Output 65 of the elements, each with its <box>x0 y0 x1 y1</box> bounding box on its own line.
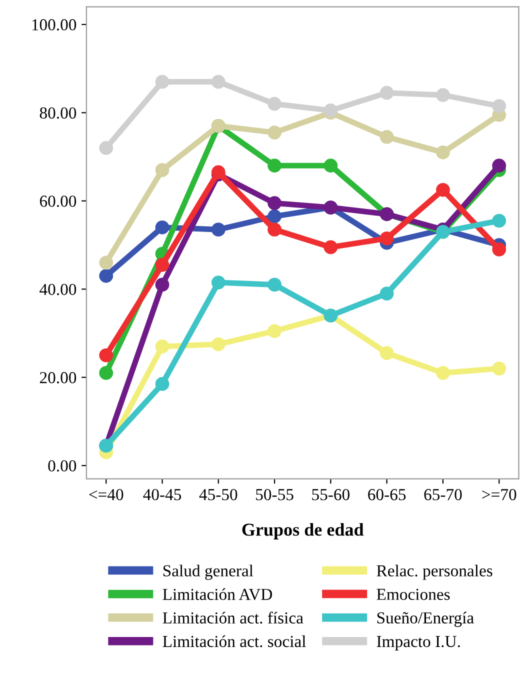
point <box>268 222 282 237</box>
point <box>99 268 114 283</box>
point <box>268 158 282 173</box>
y-tick-label: 20.00 <box>40 372 76 384</box>
point <box>492 158 506 173</box>
legend-label: Limitación act. física <box>162 612 304 624</box>
point <box>436 145 450 160</box>
point <box>436 182 450 197</box>
point <box>436 88 450 102</box>
point <box>436 366 450 380</box>
point <box>155 278 170 292</box>
y-tick-label: 0.00 <box>48 460 76 472</box>
point <box>211 276 226 290</box>
legend-label: Impacto I.U. <box>376 636 460 651</box>
point <box>211 165 226 180</box>
point <box>324 104 338 118</box>
point <box>380 86 394 100</box>
y-tick-label: 60.00 <box>40 196 76 207</box>
point <box>380 346 394 360</box>
x-tick-label: 55-60 <box>312 489 350 500</box>
point <box>211 222 226 237</box>
point <box>268 96 282 111</box>
y-tick-label: 100.00 <box>32 19 76 31</box>
point <box>155 377 170 391</box>
point <box>492 242 506 256</box>
point <box>155 163 170 177</box>
point <box>268 209 282 224</box>
point <box>268 196 282 210</box>
point <box>380 286 394 300</box>
point <box>99 256 114 270</box>
point <box>99 366 114 380</box>
point <box>268 324 282 338</box>
point <box>380 130 394 144</box>
x-tick-label: <=40 <box>89 489 124 500</box>
point <box>155 258 170 272</box>
legend-label: Limitación AVD <box>162 588 272 600</box>
x-tick-label: 45-50 <box>199 489 238 500</box>
point <box>268 126 282 140</box>
point <box>492 214 506 228</box>
point <box>99 348 114 362</box>
point <box>211 337 226 352</box>
point <box>268 278 282 292</box>
x-tick-label: 65-70 <box>424 489 462 500</box>
x-tick-label: 60-65 <box>368 489 406 500</box>
x-tick-label: 40-45 <box>143 489 182 500</box>
point <box>380 231 394 246</box>
y-tick-label: 40.00 <box>40 284 76 296</box>
point <box>492 362 506 376</box>
point <box>155 340 170 354</box>
point <box>324 158 338 173</box>
point <box>324 240 338 254</box>
legend-label: Limitación act. social <box>162 635 306 648</box>
legend-label: Sueño/Energía <box>377 612 474 627</box>
legend-label: Relac. personales <box>376 564 492 580</box>
point <box>211 74 226 89</box>
y-tick-label: 80.00 <box>40 107 76 119</box>
legend-label: Salud general <box>163 564 254 580</box>
legend-label: Emociones <box>376 588 450 600</box>
x-axis-title: Grupos de edad <box>242 523 364 540</box>
x-tick-label: >=70 <box>482 489 516 500</box>
x-tick-label: 50-55 <box>256 489 294 500</box>
point <box>492 99 506 114</box>
point <box>155 74 170 89</box>
point <box>99 141 114 155</box>
point <box>155 220 170 234</box>
